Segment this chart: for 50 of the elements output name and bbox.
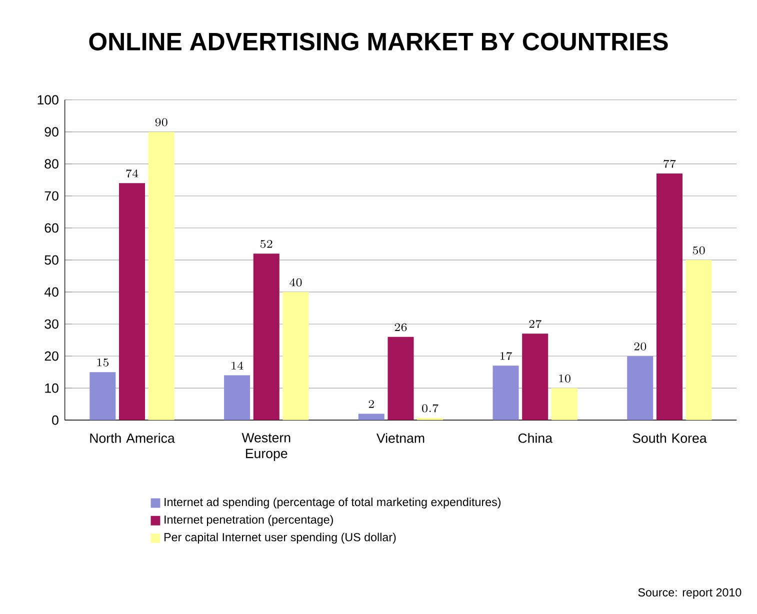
data-label: 50: [692, 246, 705, 254]
y-tick-label: 40: [44, 287, 58, 297]
bar: [148, 132, 174, 420]
x-tick-label: Vietnam: [376, 433, 424, 443]
y-tick-label: 10: [45, 383, 58, 393]
y-tick-label: 0: [52, 415, 58, 425]
bar: [522, 334, 548, 420]
data-label: 15: [97, 358, 109, 366]
y-tick-label: 90: [44, 127, 58, 137]
data-label: 17: [500, 352, 512, 360]
y-tick-label: 70: [44, 191, 58, 201]
data-label: 14: [232, 362, 244, 370]
bar: [656, 173, 682, 420]
data-label: 27: [529, 320, 542, 328]
bar: [492, 366, 519, 420]
data-label: 90: [155, 118, 168, 126]
data-label: 77: [664, 160, 676, 168]
data-label: 0 . 7: [422, 404, 438, 412]
y-tick-label: 80: [44, 159, 58, 169]
legend-label: Internet ad spending (percentage of total marketing expenditures): [164, 498, 501, 508]
source-note: Source: report 2010: [638, 588, 742, 599]
y-tick-label: 50: [44, 255, 58, 265]
legend-label: Per capital Internet user spending (US dollar): [164, 532, 396, 544]
bar: [388, 336, 414, 420]
data-label: 40: [290, 278, 302, 286]
data-label: 2: [368, 400, 374, 408]
chart-title: ONLINE ADVERTISING MARKET BY COUNTRIES: [89, 32, 668, 50]
bar: [627, 356, 654, 420]
data-label: 20: [634, 342, 646, 350]
x-tick-label: South Korea: [632, 433, 707, 443]
y-tick-label: 60: [44, 223, 58, 233]
y-tick-label: 30: [44, 319, 58, 329]
bar: [118, 183, 146, 420]
x-tick-label: China: [518, 433, 552, 443]
bar: [253, 254, 280, 420]
bar: [686, 260, 712, 420]
y-tick-label: 100: [38, 95, 58, 104]
data-label: 26: [394, 323, 407, 332]
y-tick-label: 20: [44, 351, 58, 361]
x-tick-label: North America: [90, 433, 175, 443]
bar: [282, 292, 309, 420]
data-label: 74: [126, 169, 138, 178]
bar: [224, 375, 250, 420]
data-label: 10: [559, 374, 570, 382]
bar: [551, 388, 578, 420]
bar: [358, 414, 384, 420]
legend-label: Internet penetration (percentage): [164, 515, 333, 526]
bar: [90, 372, 116, 420]
data-label: 52: [260, 240, 272, 248]
x-tick-label: Western Europe: [242, 433, 290, 461]
